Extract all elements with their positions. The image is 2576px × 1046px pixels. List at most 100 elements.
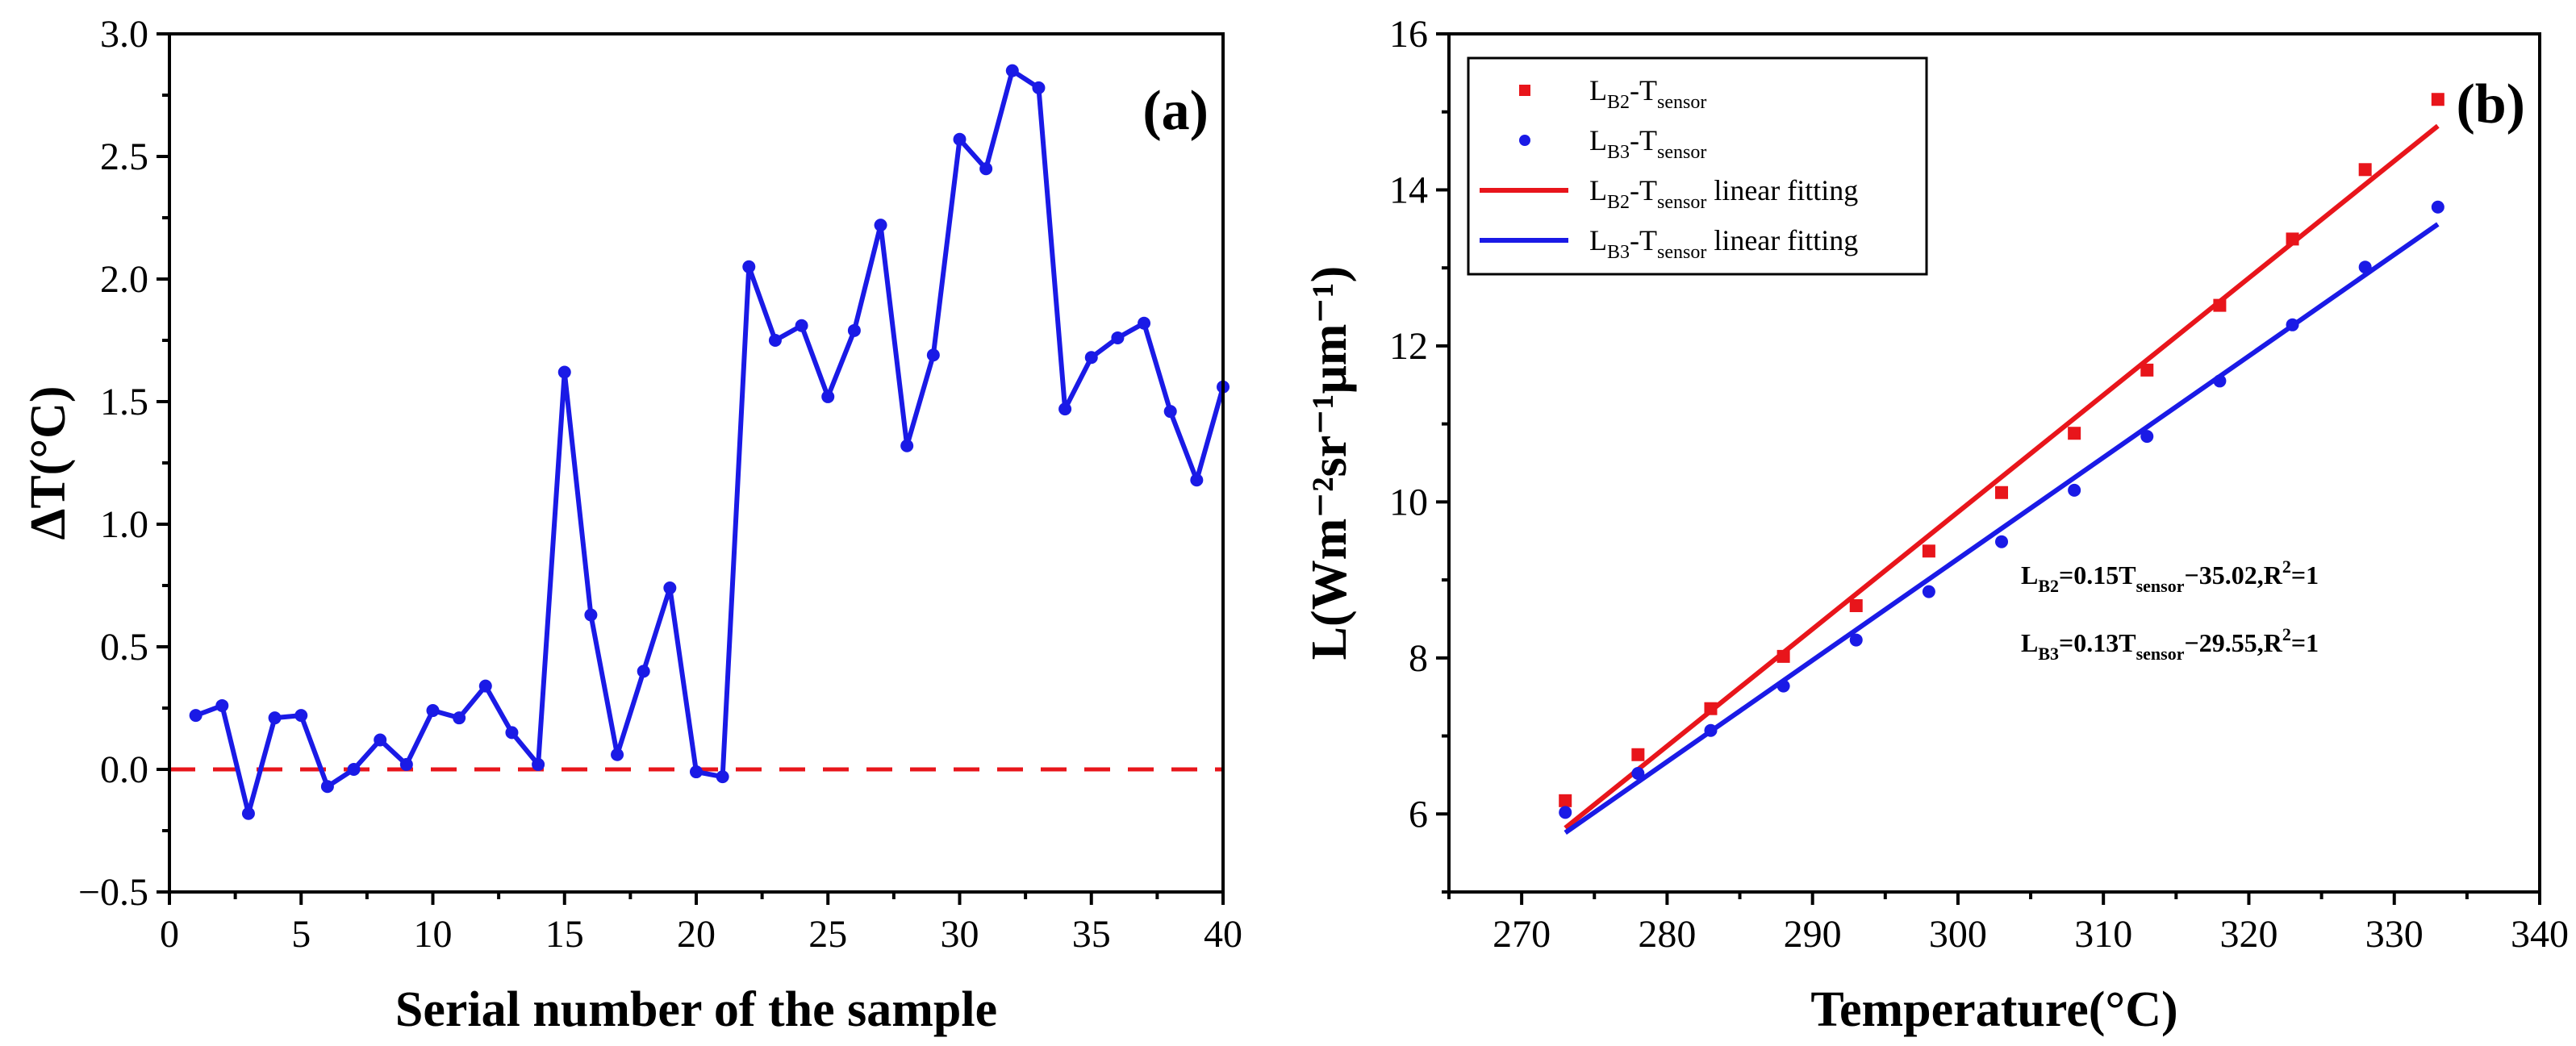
lb3-point (1849, 633, 1863, 647)
lb3-point (1995, 535, 2009, 548)
delta-t-point (847, 323, 861, 337)
lb3-point (2213, 374, 2227, 388)
panel-a-chart: 0 5 10 15 20 25 30 35 40 −0.5 0.0 0.5 1.0 1.5 2.0 2.5 3.… (21, 13, 1242, 1037)
delta-t-point (742, 260, 756, 273)
lb2-point (1922, 544, 1935, 558)
delta-t-point (584, 608, 598, 622)
delta-t-point (215, 698, 229, 712)
x-tick-label: 30 (941, 913, 979, 956)
x-tick-label: 0 (160, 913, 179, 956)
lb2-point (2140, 363, 2154, 377)
lb3-point (1631, 766, 1645, 780)
delta-t-point (900, 439, 914, 452)
y-tick-label: 12 (1389, 325, 1428, 368)
y-tick-label: 1.5 (100, 381, 148, 423)
panel-a-x-axis-title: Serial number of the sample (395, 982, 997, 1037)
y-tick-label: 2.5 (100, 135, 148, 178)
x-tick-label: 290 (1784, 913, 1842, 956)
x-tick-label: 5 (291, 913, 311, 956)
delta-t-point (453, 711, 466, 725)
legend-entry-label: LB3-Tsensor linear fitting (1589, 224, 1858, 263)
delta-t-point (690, 765, 703, 779)
y-tick-label: 0.0 (100, 748, 148, 791)
delta-t-point (874, 219, 887, 232)
x-tick-label: 340 (2511, 913, 2569, 956)
lb3-point (2286, 318, 2299, 331)
lb3-fit-equation: LB3=0.13Tsensor−29.55,R2=1 (2021, 624, 2319, 664)
legend-entry-label: LB2-Tsensor (1589, 74, 1706, 113)
lb3-point (1922, 585, 1935, 598)
lb2-point (2068, 427, 2081, 440)
panel-b-label: (b) (2456, 73, 2525, 135)
legend-square-marker (1519, 85, 1530, 96)
lb2-point (2431, 93, 2444, 106)
delta-t-point (478, 679, 492, 693)
lb2-point (2213, 298, 2227, 312)
delta-t-point (926, 348, 940, 362)
lb2-point (1776, 649, 1790, 663)
delta-t-point (1111, 331, 1125, 344)
x-tick-label: 270 (1493, 913, 1551, 956)
y-tick-label: 16 (1389, 13, 1428, 56)
panel-a-label: (a) (1142, 80, 1209, 142)
x-tick-label: 10 (414, 913, 453, 956)
y-tick-label: 14 (1389, 169, 1428, 211)
x-tick-label: 280 (1638, 913, 1696, 956)
delta-t-point (768, 334, 782, 347)
x-tick-label: 40 (1204, 913, 1242, 956)
panel-a-y-axis-title: ΔT(°C) (21, 385, 76, 540)
lb2-point (1849, 599, 1863, 613)
lb2-point (2358, 163, 2372, 177)
x-tick-label: 330 (2365, 913, 2424, 956)
delta-t-point (426, 704, 440, 718)
lb3-fit-line (1564, 222, 2440, 835)
lb2-point (2286, 232, 2299, 246)
delta-t-point (1058, 402, 1072, 416)
delta-t-point (1005, 64, 1019, 77)
delta-t-series-line (194, 68, 1225, 816)
lb2-point (1559, 794, 1572, 807)
lb3-point (2431, 200, 2444, 214)
delta-t-point (557, 365, 571, 379)
delta-t-point (505, 726, 519, 740)
panel-b-axes-frame (1447, 32, 2541, 894)
delta-t-point (1163, 405, 1177, 419)
panel-b-chart: 270 280 290 300 310 320 330 340 6 8 10 12 14 16 LB2-T… (1302, 13, 2569, 1037)
y-tick-label: 0.5 (100, 626, 148, 669)
x-tick-label: 35 (1072, 913, 1111, 956)
lb3-point (2358, 260, 2372, 274)
delta-t-point (953, 132, 967, 146)
lb2-point (1631, 748, 1645, 761)
delta-t-point (979, 162, 993, 176)
legend-entry-label: LB2-Tsensor linear fitting (1589, 174, 1858, 213)
x-tick-label: 15 (545, 913, 584, 956)
lb3-point (2068, 483, 2081, 497)
y-tick-label: 6 (1409, 793, 1428, 836)
delta-t-point (1138, 316, 1151, 330)
delta-t-point (716, 770, 729, 784)
y-tick-label: 3.0 (100, 13, 148, 56)
delta-t-point (1084, 351, 1098, 365)
delta-t-point (532, 757, 545, 771)
y-tick-label: 8 (1409, 637, 1428, 680)
delta-t-point (374, 733, 387, 747)
delta-t-point (347, 763, 361, 776)
lb3-point (2140, 430, 2154, 444)
lb2-point (1995, 485, 2009, 499)
x-tick-label: 310 (2074, 913, 2132, 956)
delta-t-point (294, 709, 308, 723)
legend-circle-marker (1519, 135, 1530, 146)
lb3-point (1776, 679, 1790, 693)
delta-t-point (1032, 81, 1046, 94)
delta-t-point (795, 319, 808, 332)
lb2-fit-equation: LB2=0.15Tsensor−35.02,R2=1 (2021, 556, 2319, 596)
delta-t-point (189, 709, 202, 723)
panel-b-x-axis-title: Temperature(°C) (1810, 982, 2177, 1037)
delta-t-point (320, 780, 334, 794)
y-tick-label: 2.0 (100, 258, 148, 301)
lb3-point (1559, 806, 1572, 819)
y-tick-label: −0.5 (78, 871, 148, 914)
delta-t-point (1190, 473, 1204, 487)
x-tick-label: 25 (808, 913, 847, 956)
